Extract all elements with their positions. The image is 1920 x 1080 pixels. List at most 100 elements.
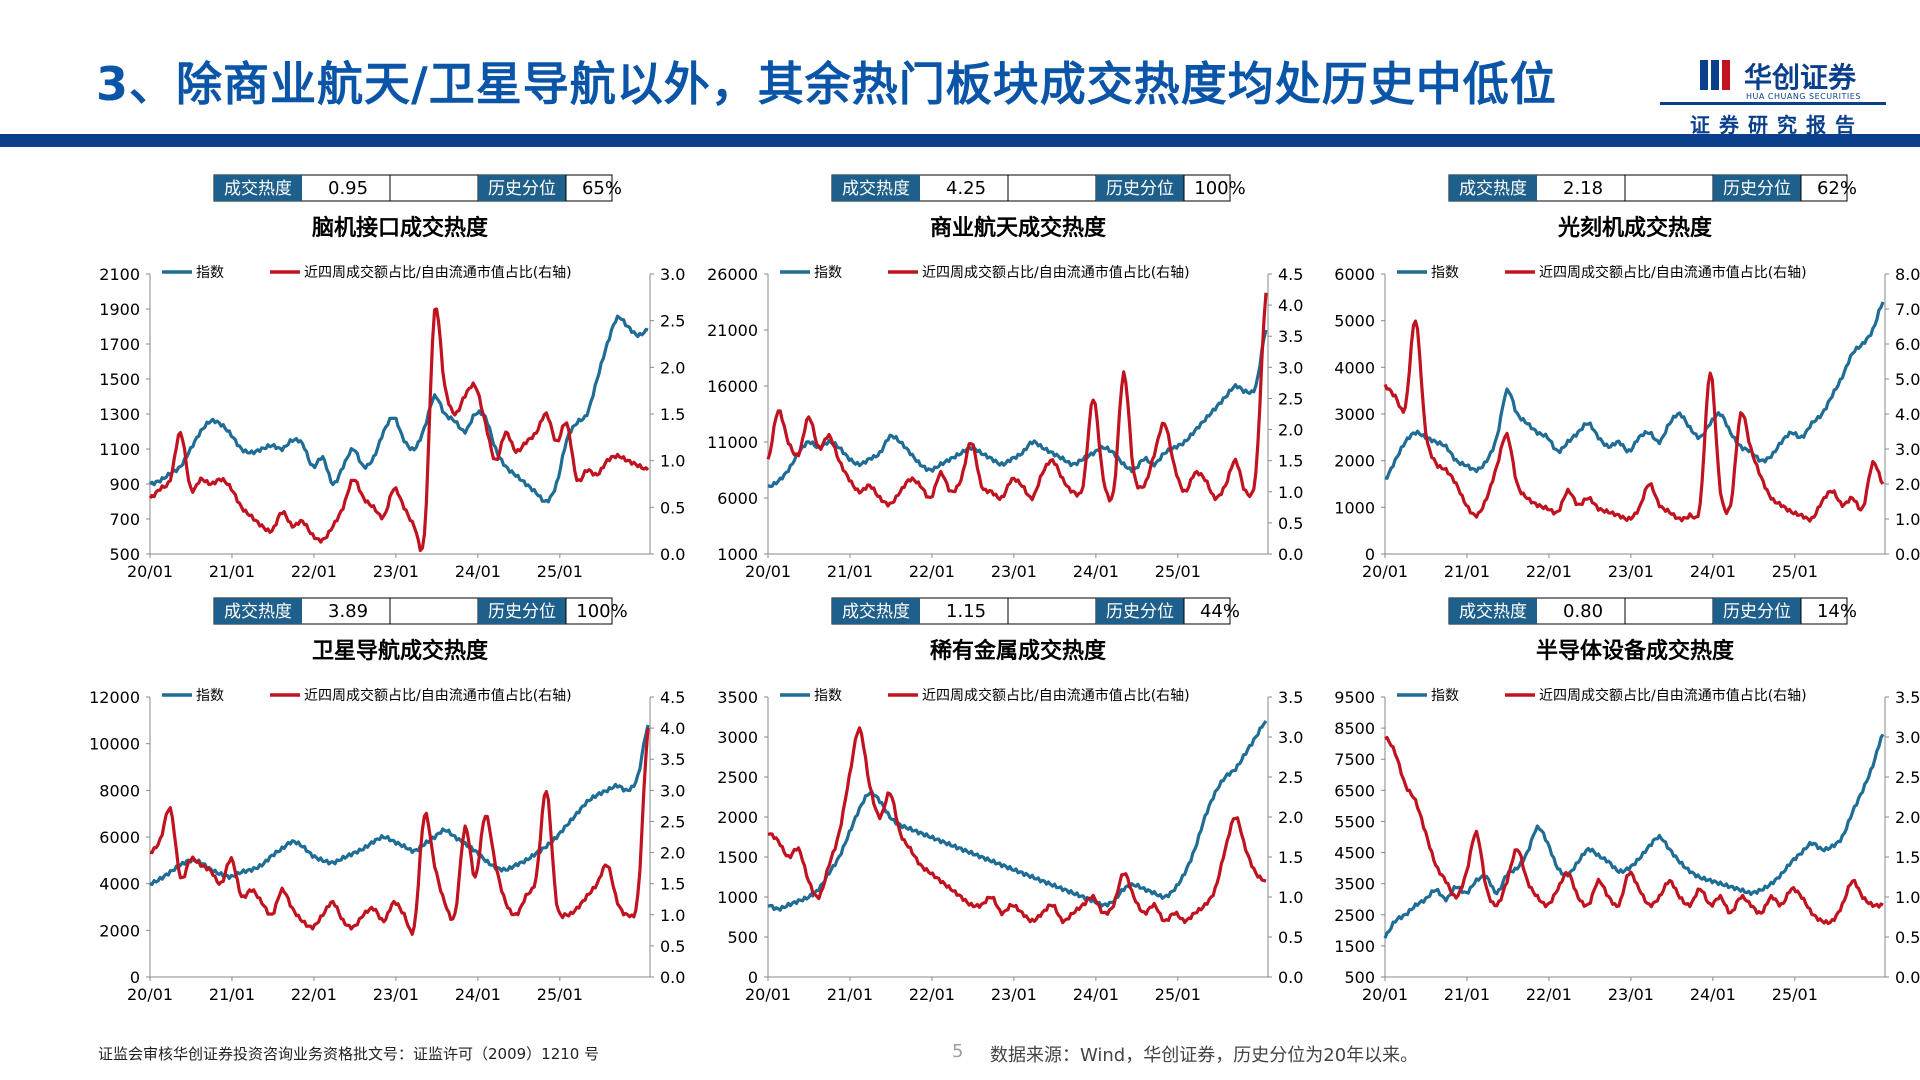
y2-tick-label: 2.0 (1895, 808, 1920, 827)
chart-svg: 成交热度 1.15 历史分位 44% 稀有金属成交热度 0 500 1000 1500 2000 2… (717, 597, 1303, 1004)
index-line (767, 329, 1268, 488)
y2-tick-label: 2.5 (660, 312, 685, 331)
percentile-value: 65% (582, 178, 622, 199)
y2-tick-label: 1.5 (1278, 452, 1303, 471)
percentile-label-bg (478, 598, 566, 624)
page-title: 3、除商业航天/卫星导航以外，其余热门板块成交热度均处历史中低位 (96, 57, 1557, 111)
x-tick-label: 25/01 (537, 562, 583, 581)
y-tick-label: 2100 (99, 265, 140, 284)
index-line (1384, 301, 1885, 480)
brand-divider (1660, 102, 1886, 105)
x-tick-label: 20/01 (1362, 985, 1408, 1004)
y2-tick-label: 3.0 (660, 265, 685, 284)
y-tick-label: 0 (1365, 545, 1375, 564)
chart-title: 半导体设备成交热度 (1536, 638, 1735, 664)
chart-panel: 成交热度 0.95 历史分位 65% 脑机接口成交热度 500 700 900 1100 1300… (92, 172, 685, 592)
y-tick-label: 1300 (99, 405, 140, 424)
heat-label-bg (214, 175, 302, 201)
percentile-label-bg (1713, 175, 1801, 201)
legend-index-label: 指数 (196, 265, 224, 281)
y2-tick-label: 1.5 (1278, 848, 1303, 867)
y2-tick-label: 1.0 (660, 452, 685, 471)
heat-value: 1.15 (946, 601, 986, 622)
x-tick-label: 23/01 (991, 985, 1037, 1004)
x-tick-label: 22/01 (909, 985, 955, 1004)
y2-tick-label: 2.5 (1278, 768, 1303, 787)
y2-tick-label: 3.5 (1278, 327, 1303, 346)
y-tick-label: 9500 (1334, 688, 1375, 707)
y2-tick-label: 2.5 (1895, 768, 1920, 787)
chart-panel: 成交热度 4.25 历史分位 100% 商业航天成交热度 1000 6000 11000 160… (707, 172, 1303, 592)
y-tick-label: 0 (748, 968, 758, 987)
chart-panel: 成交热度 1.15 历史分位 44% 稀有金属成交热度 0 500 1000 1500 2000 2… (710, 595, 1303, 1015)
y2-tick-label: 0.5 (1278, 928, 1303, 947)
y2-tick-label: 0.5 (660, 498, 685, 517)
heat-label-bg (1449, 175, 1537, 201)
y2-tick-label: 3.0 (1895, 728, 1920, 747)
x-tick-label: 20/01 (1362, 562, 1408, 581)
y-tick-label: 4500 (1334, 844, 1375, 863)
y-tick-label: 2000 (717, 808, 758, 827)
y-tick-label: 1900 (99, 300, 140, 319)
percentile-label-bg (1096, 598, 1184, 624)
legend-ratio-label: 近四周成交额占比/自由流通市值占比(右轴) (1539, 264, 1807, 281)
y2-tick-label: 5.0 (1895, 370, 1920, 389)
heat-label-bg (832, 598, 920, 624)
y-tick-label: 1100 (99, 440, 140, 459)
y2-tick-label: 2.5 (660, 812, 685, 831)
x-tick-label: 24/01 (1690, 562, 1736, 581)
brand-logo-icon (1700, 60, 1730, 90)
chart-title: 商业航天成交热度 (930, 215, 1107, 241)
y-tick-label: 1700 (99, 335, 140, 354)
chart-svg: 成交热度 2.18 历史分位 62% 光刻机成交热度 0 1000 2000 3000 4000 5… (1334, 174, 1920, 581)
heat-label: 成交热度 (224, 602, 292, 622)
x-tick-label: 21/01 (1444, 985, 1490, 1004)
y-tick-label: 700 (109, 510, 140, 529)
x-tick-label: 22/01 (1526, 985, 1572, 1004)
chart-svg: 成交热度 4.25 历史分位 100% 商业航天成交热度 1000 6000 11000 160… (707, 174, 1303, 581)
x-tick-label: 23/01 (1608, 562, 1654, 581)
y2-tick-label: 0.0 (1895, 545, 1920, 564)
y-tick-label: 900 (109, 475, 140, 494)
report-tagline: 证券研究报告 (1690, 113, 1864, 137)
y2-tick-label: 3.0 (1278, 728, 1303, 747)
x-tick-label: 22/01 (909, 562, 955, 581)
x-tick-label: 21/01 (209, 562, 255, 581)
ratio-line (148, 307, 650, 552)
heat-label: 成交热度 (224, 179, 292, 199)
y-tick-label: 4000 (99, 875, 140, 894)
ratio-line (767, 726, 1267, 925)
brand-name-cn: 华创证券 (1744, 61, 1857, 94)
y2-tick-label: 0.5 (1278, 514, 1303, 533)
y-tick-label: 3000 (717, 728, 758, 747)
x-tick-label: 23/01 (991, 562, 1037, 581)
x-tick-label: 21/01 (827, 562, 873, 581)
legend-ratio-label: 近四周成交额占比/自由流通市值占比(右轴) (304, 264, 572, 281)
legend-index-label: 指数 (1431, 688, 1459, 704)
legend-ratio-label: 近四周成交额占比/自由流通市值占比(右轴) (922, 687, 1190, 704)
source-note: 数据来源：Wind，华创证券，历史分位为20年以来。 (990, 1045, 1419, 1066)
y-tick-label: 7500 (1334, 750, 1375, 769)
y-tick-label: 500 (109, 545, 140, 564)
y2-tick-label: 4.0 (1278, 296, 1303, 315)
y2-tick-label: 2.0 (1895, 475, 1920, 494)
legend-index-label: 指数 (196, 688, 224, 704)
y2-tick-label: 1.5 (660, 405, 685, 424)
chart-panel: 成交热度 0.80 历史分位 14% 半导体设备成交热度 500 1500 2500 3500 4… (1327, 595, 1920, 1015)
y-tick-label: 3500 (717, 688, 758, 707)
brand-name-en: HUA CHUANG SECURITIES (1746, 92, 1861, 101)
y-tick-label: 5500 (1334, 812, 1375, 831)
y2-tick-label: 0.5 (1895, 928, 1920, 947)
heat-label: 成交热度 (842, 602, 910, 622)
y2-tick-label: 7.0 (1895, 300, 1920, 319)
y2-tick-label: 4.0 (660, 719, 685, 738)
y-tick-label: 12000 (89, 688, 140, 707)
x-tick-label: 23/01 (373, 562, 419, 581)
y2-tick-label: 3.5 (1895, 688, 1920, 707)
heat-label-bg (1449, 598, 1537, 624)
legend-index-label: 指数 (814, 688, 842, 704)
y2-tick-label: 4.0 (1895, 405, 1920, 424)
header-bar (0, 134, 1920, 147)
y-tick-label: 500 (1344, 968, 1375, 987)
index-line (148, 314, 649, 504)
